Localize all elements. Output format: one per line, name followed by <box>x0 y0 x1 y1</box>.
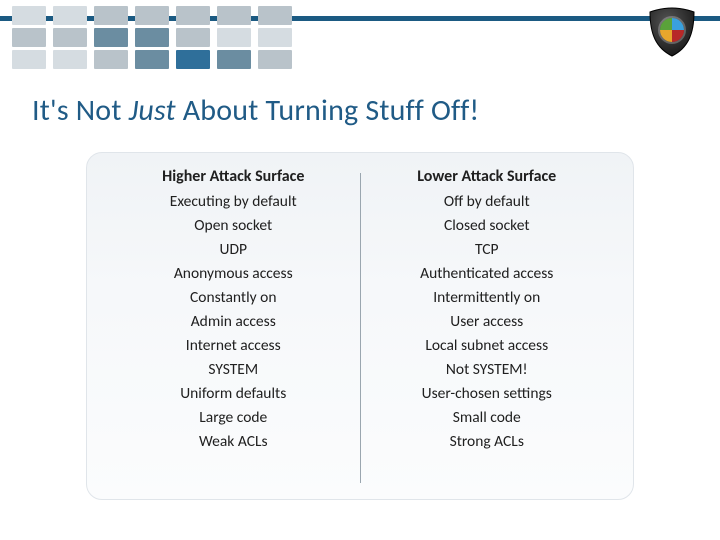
header-decor <box>0 0 720 72</box>
header-blocks-row-3 <box>12 50 292 69</box>
list-item: Internet access <box>107 334 360 358</box>
list-item: Admin access <box>107 310 360 334</box>
list-item: Local subnet access <box>361 334 614 358</box>
column-header-left: Higher Attack Surface <box>107 167 360 186</box>
list-item: Strong ACLs <box>361 430 614 454</box>
list-item: Executing by default <box>107 190 360 214</box>
title-em: Just <box>129 92 176 129</box>
comparison-panel: Higher Attack Surface Executing by defau… <box>86 152 634 500</box>
list-item: SYSTEM <box>107 358 360 382</box>
list-item: Large code <box>107 406 360 430</box>
list-item: User-chosen settings <box>361 382 614 406</box>
list-item: Small code <box>361 406 614 430</box>
list-item: Authenticated access <box>361 262 614 286</box>
list-item: User access <box>361 310 614 334</box>
list-item: Intermittently on <box>361 286 614 310</box>
column-lower: Lower Attack Surface Off by default Clos… <box>361 167 614 489</box>
header-blocks-row-1 <box>12 6 292 25</box>
list-item: Off by default <box>361 190 614 214</box>
header-blocks-row-2 <box>12 28 292 47</box>
list-item: Uniform defaults <box>107 382 360 406</box>
title-post: About Turning Stuff Off! <box>176 92 480 129</box>
list-item: UDP <box>107 238 360 262</box>
shield-icon <box>644 4 700 60</box>
list-item: Open socket <box>107 214 360 238</box>
list-item: TCP <box>361 238 614 262</box>
title-pre: It's Not <box>32 92 129 129</box>
list-item: Weak ACLs <box>107 430 360 454</box>
column-higher: Higher Attack Surface Executing by defau… <box>107 167 360 489</box>
list-item: Not SYSTEM! <box>361 358 614 382</box>
column-header-right: Lower Attack Surface <box>361 167 614 186</box>
list-item: Closed socket <box>361 214 614 238</box>
slide-title: It's Not Just About Turning Stuff Off! <box>32 92 479 129</box>
list-item: Anonymous access <box>107 262 360 286</box>
list-item: Constantly on <box>107 286 360 310</box>
